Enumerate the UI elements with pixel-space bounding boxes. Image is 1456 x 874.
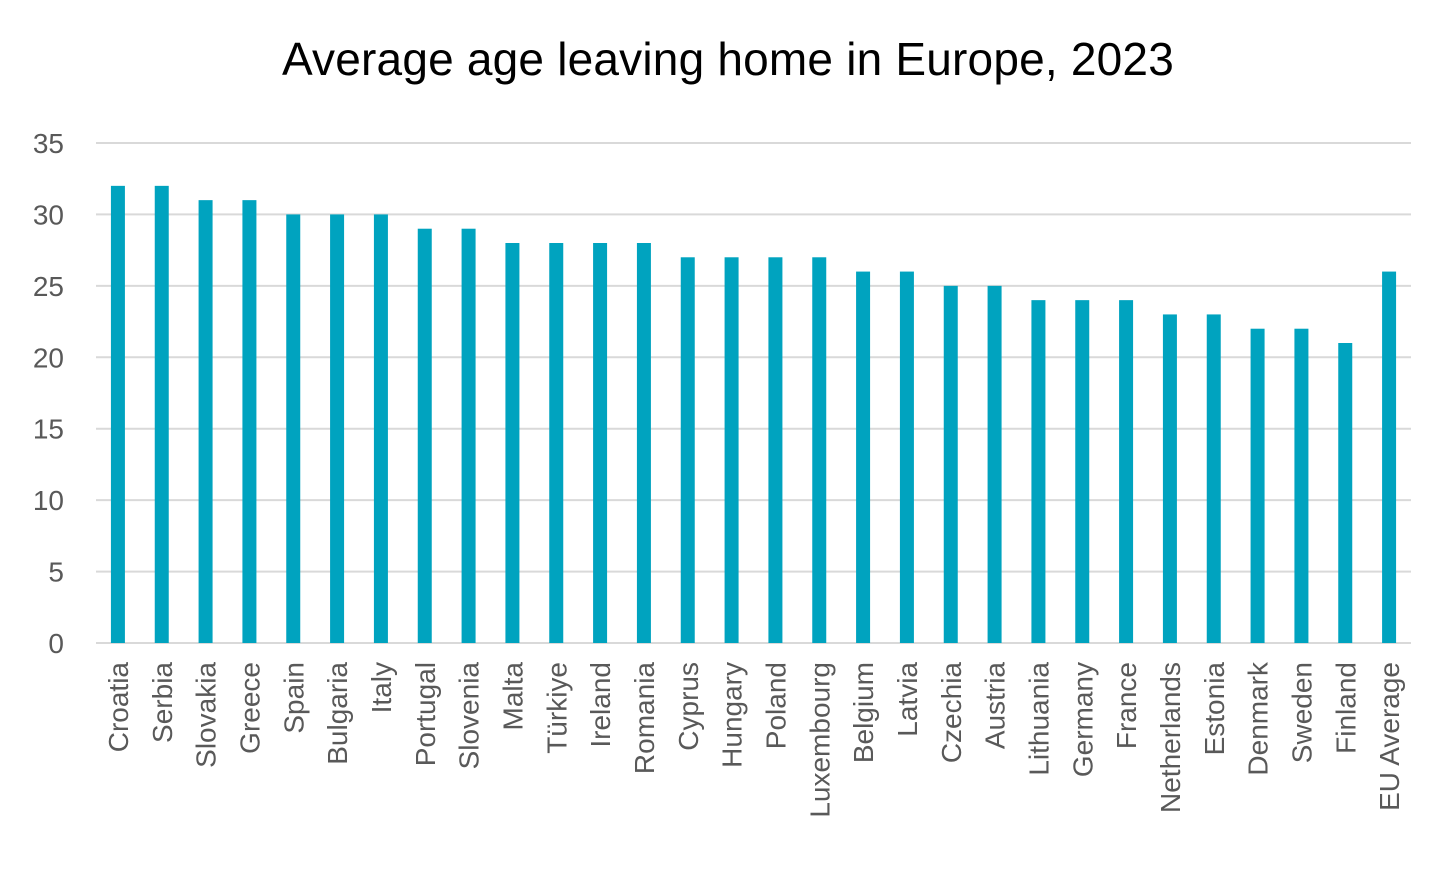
y-tick-label: 0: [48, 628, 64, 659]
x-tick-label: Netherlands: [1155, 662, 1186, 813]
bar: [505, 243, 520, 643]
x-tick-label: Czechia: [936, 662, 967, 764]
bar: [987, 285, 1002, 643]
y-tick-label: 30: [33, 199, 64, 230]
bar: [154, 185, 169, 643]
bar: [286, 214, 301, 643]
x-tick-label: Slovenia: [454, 662, 485, 770]
bar: [943, 285, 958, 643]
bar: [856, 271, 871, 643]
x-tick-label: Bulgaria: [322, 662, 353, 765]
bar: [242, 200, 257, 643]
bar: [1250, 328, 1265, 643]
chart-title: Average age leaving home in Europe, 2023: [281, 33, 1175, 85]
bar: [1338, 343, 1353, 643]
x-tick-label: Denmark: [1243, 661, 1274, 776]
x-tick-label: Estonia: [1199, 662, 1230, 756]
x-tick-label: Spain: [278, 662, 309, 734]
bars: [110, 185, 1397, 643]
bar: [1162, 314, 1177, 643]
y-axis-ticks: 0 5 10 15 20 25 30 35: [33, 128, 64, 659]
x-tick-label: Türkiye: [541, 662, 572, 754]
x-tick-label: Finland: [1330, 662, 1361, 754]
bar: [1206, 314, 1221, 643]
bar: [198, 200, 213, 643]
x-tick-label: Poland: [760, 662, 791, 749]
bar: [1119, 300, 1134, 643]
x-tick-label: EU Average: [1374, 662, 1405, 811]
bar: [1075, 300, 1090, 643]
y-tick-label: 5: [48, 557, 64, 588]
bar: [636, 243, 651, 643]
x-tick-label: Slovakia: [191, 662, 222, 768]
bar: [593, 243, 608, 643]
x-tick-label: Italy: [366, 662, 397, 713]
x-axis-labels: Croatia Serbia Slovakia Greece Spain Bulgaria…: [103, 661, 1405, 818]
bar: [110, 185, 125, 643]
bar: [549, 243, 564, 643]
y-tick-label: 15: [33, 414, 64, 445]
x-tick-label: Cyprus: [673, 662, 704, 751]
y-tick-label: 35: [33, 128, 64, 159]
bar: [724, 257, 739, 643]
bar: [812, 257, 827, 643]
x-tick-label: Germany: [1067, 662, 1098, 777]
bar: [680, 257, 695, 643]
y-tick-label: 20: [33, 342, 64, 373]
x-tick-label: Romania: [629, 662, 660, 774]
bar: [899, 271, 914, 643]
x-tick-label: Sweden: [1286, 662, 1317, 763]
x-tick-label: Lithuania: [1023, 662, 1054, 776]
bar: [1382, 271, 1397, 643]
x-tick-label: Serbia: [147, 662, 178, 743]
x-tick-label: Croatia: [103, 662, 134, 753]
x-tick-label: Luxembourg: [804, 662, 835, 818]
bar: [461, 228, 476, 643]
x-tick-label: Malta: [497, 662, 528, 731]
bar: [1294, 328, 1309, 643]
x-tick-label: Belgium: [848, 662, 879, 763]
bar: [417, 228, 432, 643]
bar: [373, 214, 388, 643]
x-tick-label: Portugal: [410, 662, 441, 766]
x-tick-label: Greece: [234, 662, 265, 754]
bar: [330, 214, 345, 643]
bar: [1031, 300, 1046, 643]
y-tick-label: 25: [33, 271, 64, 302]
x-tick-label: Hungary: [717, 662, 748, 768]
gridlines: [96, 142, 1411, 644]
x-tick-label: Latvia: [892, 662, 923, 737]
bar: [768, 257, 783, 643]
x-tick-label: France: [1111, 662, 1142, 749]
y-tick-label: 10: [33, 485, 64, 516]
x-tick-label: Ireland: [585, 662, 616, 748]
x-tick-label: Austria: [980, 662, 1011, 750]
